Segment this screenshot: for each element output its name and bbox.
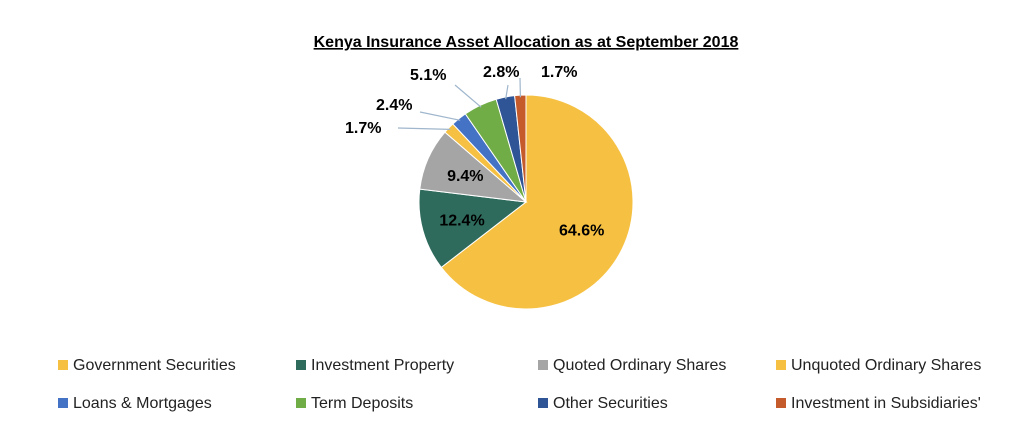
legend: Government Securities Investment Property…: [58, 357, 981, 412]
legend-swatch-loans-mortgages: [58, 398, 68, 408]
legend-swatch-other-securities: [538, 398, 548, 408]
slice-label-government-securities: 64.6%: [559, 222, 604, 239]
slice-label-quoted-ordinary-shares: 9.4%: [447, 168, 483, 185]
pie-slices: [418, 94, 634, 310]
legend-item-government-securities: Government Securities: [58, 357, 236, 374]
slice-label-loans-mortgages: 2.4%: [376, 97, 412, 114]
leader-lines: [397, 77, 521, 130]
slice-label-other-securities: 2.8%: [483, 64, 519, 81]
pie-slice-government-securities: [440, 94, 634, 310]
legend-swatch-government-securities: [58, 360, 68, 370]
legend-label-government-securities: Government Securities: [73, 357, 236, 374]
leader-line-other-securities: [505, 84, 509, 100]
leader-line-term-deposits: [454, 84, 482, 108]
legend-swatch-unquoted-ordinary-shares: [776, 360, 786, 370]
leader-line-unquoted-ordinary-shares: [397, 127, 451, 130]
legend-label-investment-in-subsidiaries: Investment in Subsidiaries': [791, 395, 981, 412]
slice-label-unquoted-ordinary-shares: 1.7%: [345, 120, 381, 137]
slice-label-term-deposits: 5.1%: [410, 67, 446, 84]
legend-item-unquoted-ordinary-shares: Unquoted Ordinary Shares: [776, 357, 981, 374]
legend-swatch-quoted-ordinary-shares: [538, 360, 548, 370]
legend-label-term-deposits: Term Deposits: [311, 395, 413, 412]
legend-item-investment-property: Investment Property: [296, 357, 454, 374]
legend-item-other-securities: Other Securities: [538, 395, 668, 412]
legend-item-loans-mortgages: Loans & Mortgages: [58, 395, 212, 412]
legend-item-investment-in-subsidiaries: Investment in Subsidiaries': [776, 395, 981, 412]
legend-item-quoted-ordinary-shares: Quoted Ordinary Shares: [538, 357, 726, 374]
slice-label-investment-property: 12.4%: [439, 213, 484, 230]
legend-swatch-investment-in-subsidiaries: [776, 398, 786, 408]
legend-label-loans-mortgages: Loans & Mortgages: [73, 395, 212, 412]
legend-label-other-securities: Other Securities: [553, 395, 668, 412]
legend-swatch-term-deposits: [296, 398, 306, 408]
slice-label-investment-in-subsidiaries: 1.7%: [541, 64, 577, 81]
legend-label-unquoted-ordinary-shares: Unquoted Ordinary Shares: [791, 357, 981, 374]
legend-label-quoted-ordinary-shares: Quoted Ordinary Shares: [553, 357, 726, 374]
slice-labels: 64.6% 12.4% 9.4% 1.7% 2.4% 5.1% 2.8% 1.7%: [345, 64, 604, 239]
pie-slice-investment-property: [418, 188, 528, 269]
leader-line-loans-mortgages: [419, 111, 461, 121]
legend-label-investment-property: Investment Property: [311, 357, 454, 374]
legend-item-term-deposits: Term Deposits: [296, 395, 413, 412]
chart-title: Kenya Insurance Asset Allocation as at S…: [314, 34, 739, 51]
legend-swatch-investment-property: [296, 360, 306, 370]
